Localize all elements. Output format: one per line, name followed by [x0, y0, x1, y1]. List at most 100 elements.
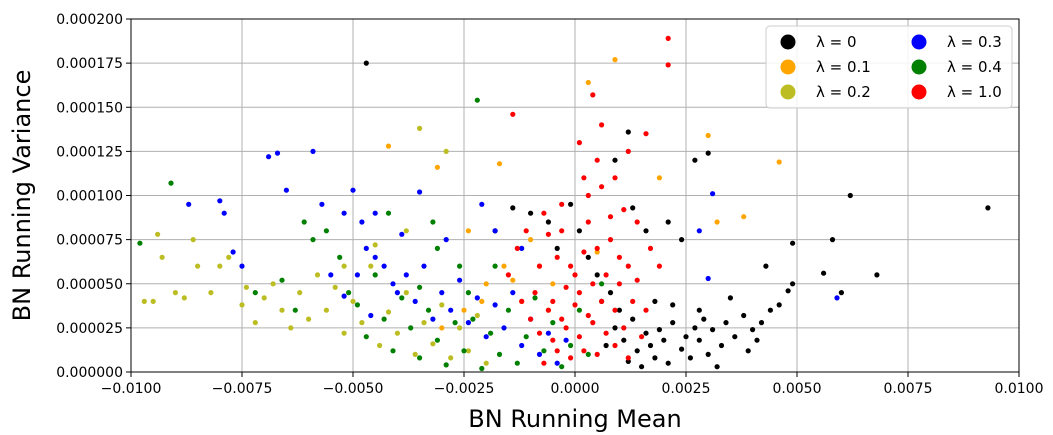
- scatter-point: [168, 180, 174, 186]
- scatter-point: [323, 307, 329, 313]
- scatter-point: [607, 290, 614, 296]
- scatter-point: [590, 281, 596, 287]
- y-tick-label: 0.000025: [56, 321, 123, 337]
- scatter-point: [532, 290, 538, 296]
- scatter-point: [710, 191, 716, 197]
- scatter-point: [687, 355, 694, 361]
- scatter-point: [670, 302, 676, 308]
- scatter-point: [439, 325, 445, 331]
- scatter-point: [528, 210, 534, 216]
- scatter-point: [639, 364, 645, 370]
- scatter-point: [696, 228, 702, 234]
- x-tick-label: 0.0075: [884, 381, 933, 397]
- scatter-point: [563, 284, 569, 290]
- scatter-point: [599, 184, 605, 190]
- scatter-point: [634, 219, 640, 225]
- scatter-point: [643, 131, 649, 137]
- scatter-point: [705, 150, 711, 156]
- scatter-point: [439, 290, 445, 296]
- scatter-point: [750, 327, 756, 333]
- legend-marker: [780, 34, 796, 50]
- y-tick-label: 0.000000: [56, 365, 123, 381]
- scatter-point: [505, 272, 511, 278]
- scatter-point: [350, 187, 356, 193]
- scatter-point: [297, 290, 303, 296]
- scatter-point: [705, 132, 711, 139]
- scatter-point: [390, 281, 396, 287]
- scatter-point: [643, 307, 649, 313]
- scatter-point: [568, 355, 574, 361]
- scatter-point: [470, 316, 476, 322]
- scatter-point: [363, 60, 369, 66]
- scatter-point: [399, 295, 405, 301]
- scatter-point: [572, 302, 578, 308]
- scatter-point: [718, 342, 725, 349]
- scatter-point: [763, 263, 769, 269]
- scatter-point: [612, 157, 618, 163]
- scatter-point: [510, 290, 516, 296]
- scatter-point: [536, 330, 543, 336]
- scatter-point: [346, 290, 352, 296]
- scatter-point: [568, 342, 574, 349]
- scatter-point: [479, 365, 485, 372]
- scatter-point: [821, 270, 827, 276]
- scatter-point: [585, 351, 591, 357]
- scatter-point: [665, 35, 671, 42]
- scatter-point: [190, 237, 196, 243]
- scatter-point: [341, 263, 347, 269]
- scatter-point: [261, 295, 267, 301]
- x-tick-label: 0.0000: [551, 381, 600, 397]
- legend: λ = 0 λ = 0.1 λ = 0.2 λ = 0.3 λ = 0.4 λ = 1.0: [765, 25, 1013, 109]
- scatter-point: [585, 192, 591, 199]
- scatter-point: [585, 312, 591, 319]
- scatter-point: [585, 254, 591, 260]
- scatter-point: [554, 254, 560, 260]
- scatter-point: [625, 263, 631, 269]
- scatter-point: [705, 351, 711, 357]
- scatter-point: [159, 254, 165, 260]
- legend-marker: [911, 59, 927, 75]
- scatter-point: [545, 231, 552, 237]
- scatter-point: [607, 237, 614, 243]
- scatter-point: [221, 210, 227, 216]
- scatter-point: [576, 290, 583, 296]
- scatter-point: [523, 334, 529, 340]
- scatter-point: [226, 254, 232, 260]
- legend-marker: [780, 59, 796, 75]
- scatter-point: [417, 284, 423, 290]
- scatter-point: [381, 316, 387, 322]
- scatter-point: [585, 219, 591, 225]
- scatter-point: [568, 201, 574, 207]
- scatter-point: [603, 272, 609, 278]
- scatter-point: [594, 249, 600, 255]
- scatter-point: [430, 316, 436, 322]
- scatter-point: [532, 295, 538, 301]
- scatter-point: [847, 192, 853, 199]
- scatter-point: [243, 284, 249, 290]
- scatter-point: [572, 272, 578, 278]
- scatter-point: [266, 154, 272, 160]
- scatter-point: [514, 245, 520, 251]
- scatter-point: [621, 207, 627, 213]
- scatter-point: [137, 240, 143, 246]
- scatter-point: [554, 360, 560, 366]
- scatter-point: [195, 263, 201, 269]
- scatter-point: [656, 175, 663, 181]
- scatter-point: [501, 263, 507, 269]
- scatter-point: [252, 290, 258, 296]
- scatter-points: [137, 35, 991, 372]
- scatter-point: [368, 263, 374, 269]
- scatter-point: [581, 175, 587, 181]
- x-axis-label: BN Running Mean: [468, 405, 681, 433]
- scatter-point: [377, 342, 383, 349]
- scatter-point: [603, 330, 609, 336]
- scatter-point: [723, 320, 729, 326]
- scatter-point: [217, 263, 223, 269]
- scatter-point: [545, 219, 552, 225]
- scatter-point: [408, 325, 414, 331]
- legend-marker: [911, 34, 927, 50]
- scatter-point: [692, 325, 698, 331]
- scatter-point: [639, 334, 645, 340]
- scatter-point: [417, 355, 423, 361]
- scatter-point: [483, 360, 489, 366]
